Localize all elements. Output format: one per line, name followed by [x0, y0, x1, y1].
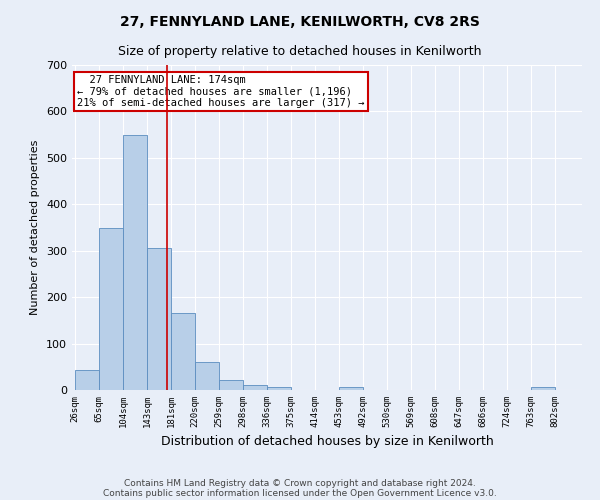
X-axis label: Distribution of detached houses by size in Kenilworth: Distribution of detached houses by size …	[161, 436, 493, 448]
Text: Contains public sector information licensed under the Open Government Licence v3: Contains public sector information licen…	[103, 488, 497, 498]
Bar	[219, 380, 243, 390]
Bar	[99, 228, 124, 390]
Text: 27 FENNYLAND LANE: 174sqm
← 79% of detached houses are smaller (1,196)
21% of se: 27 FENNYLAND LANE: 174sqm ← 79% of detac…	[77, 74, 365, 108]
Text: Contains HM Land Registry data © Crown copyright and database right 2024.: Contains HM Land Registry data © Crown c…	[124, 478, 476, 488]
Text: 27, FENNYLAND LANE, KENILWORTH, CV8 2RS: 27, FENNYLAND LANE, KENILWORTH, CV8 2RS	[120, 15, 480, 29]
Bar	[530, 387, 555, 390]
Bar	[267, 387, 291, 390]
Bar	[243, 386, 267, 390]
Bar	[171, 314, 195, 390]
Text: Size of property relative to detached houses in Kenilworth: Size of property relative to detached ho…	[118, 45, 482, 58]
Bar	[124, 134, 148, 390]
Bar	[339, 387, 363, 390]
Bar	[195, 362, 219, 390]
Bar	[75, 370, 99, 390]
Y-axis label: Number of detached properties: Number of detached properties	[31, 140, 40, 315]
Bar	[148, 248, 171, 390]
